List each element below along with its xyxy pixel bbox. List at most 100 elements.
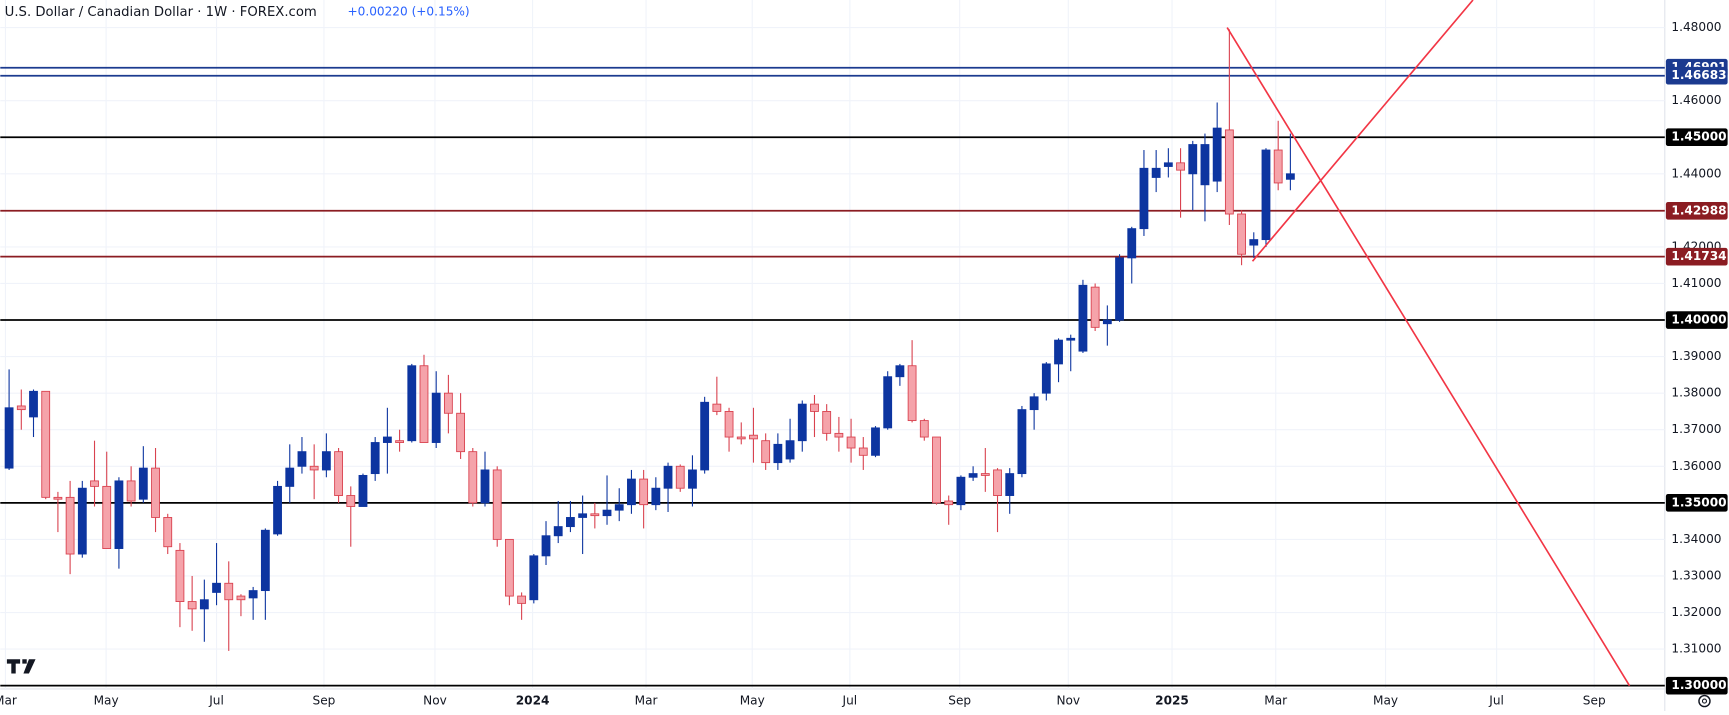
candle-body bbox=[1188, 144, 1198, 175]
candle-body bbox=[1285, 173, 1295, 180]
candle-body bbox=[1261, 149, 1271, 241]
x-tick-label: Sep bbox=[948, 694, 971, 708]
x-tick-label: 2024 bbox=[516, 694, 550, 708]
candle-body bbox=[382, 436, 392, 443]
candle-body bbox=[858, 447, 868, 456]
candle-body bbox=[1163, 162, 1173, 167]
y-tick-label: 1.41000 bbox=[1671, 276, 1721, 290]
level-label-box bbox=[1665, 201, 1728, 220]
candle-body bbox=[297, 451, 307, 467]
candle-body bbox=[688, 469, 697, 489]
candle-body bbox=[639, 478, 649, 506]
candle-body bbox=[1212, 127, 1222, 182]
y-tick-label: 1.32000 bbox=[1671, 605, 1721, 619]
level-label: 1.41734 bbox=[1671, 249, 1726, 263]
candle-body bbox=[199, 599, 209, 610]
candle-body bbox=[553, 526, 563, 537]
candle-body bbox=[541, 535, 551, 557]
y-tick-label: 1.36000 bbox=[1671, 459, 1721, 473]
candle-body bbox=[883, 376, 893, 429]
trendlines bbox=[1226, 0, 1631, 687]
y-tick-label: 1.37000 bbox=[1671, 422, 1721, 436]
candle-body bbox=[163, 517, 173, 548]
candle-body bbox=[1237, 213, 1246, 255]
y-tick-label: 1.48000 bbox=[1671, 20, 1721, 34]
chart-title: U.S. Dollar / Canadian Dollar · 1W · FOR… bbox=[5, 5, 317, 20]
x-tick-label: Sep bbox=[313, 694, 336, 708]
candle-body bbox=[980, 473, 990, 476]
candle-body bbox=[4, 407, 14, 469]
candle-body bbox=[529, 555, 539, 601]
candle-body bbox=[407, 365, 417, 442]
level-label-box bbox=[1665, 247, 1728, 266]
candle-body bbox=[236, 595, 246, 601]
y-tick-label: 1.44000 bbox=[1671, 166, 1721, 180]
candle-body bbox=[1127, 228, 1137, 259]
levels: 1.469011.466831.450001.429881.417341.400… bbox=[0, 58, 1728, 695]
candle-body bbox=[175, 549, 185, 602]
candle-body bbox=[810, 403, 819, 412]
candle-body bbox=[309, 465, 319, 471]
level-label-box bbox=[1665, 311, 1728, 329]
candle-body bbox=[212, 582, 221, 593]
candle-body bbox=[834, 432, 844, 438]
candle-body bbox=[700, 401, 710, 471]
candle-body bbox=[16, 405, 26, 411]
candle-body bbox=[285, 467, 295, 487]
candle-body bbox=[504, 538, 514, 597]
candle-body bbox=[90, 480, 99, 487]
candle-body bbox=[675, 465, 685, 489]
x-tick-label: May bbox=[1373, 694, 1398, 708]
level-label: 1.42988 bbox=[1671, 203, 1726, 217]
candle-body bbox=[248, 590, 258, 599]
candle-body bbox=[138, 467, 148, 500]
x-tick-label: Jul bbox=[208, 694, 224, 708]
candle-body bbox=[1102, 319, 1112, 325]
level-label-box bbox=[1665, 676, 1728, 695]
candle-body bbox=[456, 412, 466, 453]
candle-body bbox=[1273, 149, 1283, 184]
candle-body bbox=[41, 390, 51, 498]
candle-body bbox=[419, 365, 429, 443]
logo[interactable] bbox=[6, 659, 36, 674]
level-label-box bbox=[1665, 494, 1728, 512]
candle-body bbox=[895, 365, 905, 378]
candle-body bbox=[1041, 363, 1051, 394]
candle-body bbox=[1176, 162, 1185, 171]
candle-body bbox=[785, 440, 795, 460]
candle-body bbox=[126, 480, 136, 502]
y-tick-label: 1.39000 bbox=[1671, 349, 1721, 363]
trendline[interactable] bbox=[1251, 0, 1474, 262]
candle-body bbox=[151, 467, 160, 518]
candle-body bbox=[627, 478, 636, 506]
trendline[interactable] bbox=[1226, 27, 1631, 687]
candle-body bbox=[395, 440, 404, 443]
level-label-box bbox=[1665, 128, 1728, 147]
candle-body bbox=[651, 487, 661, 506]
candle-body bbox=[1078, 284, 1088, 352]
candle-body bbox=[358, 474, 368, 507]
settings-icon[interactable] bbox=[1698, 694, 1711, 708]
level-label: 1.30000 bbox=[1671, 678, 1726, 692]
level-label: 1.45000 bbox=[1671, 130, 1726, 144]
x-tick-label: Nov bbox=[1056, 694, 1080, 708]
candle-body bbox=[1066, 337, 1076, 341]
candle-body bbox=[102, 485, 112, 549]
candle-body bbox=[65, 496, 75, 555]
x-tick-label: May bbox=[94, 694, 119, 708]
candle-body bbox=[273, 485, 282, 535]
candle-body bbox=[53, 496, 63, 500]
candle-body bbox=[822, 411, 832, 434]
y-tick-label: 1.33000 bbox=[1671, 568, 1721, 582]
candle-body bbox=[736, 436, 746, 440]
candle-body bbox=[956, 476, 966, 506]
candle-body bbox=[590, 513, 600, 517]
candle-body bbox=[370, 442, 380, 475]
level-label: 1.40000 bbox=[1671, 313, 1726, 327]
candle-body bbox=[871, 427, 880, 456]
x-tick-label: Mar bbox=[1264, 694, 1287, 708]
candle-body bbox=[919, 420, 929, 438]
candle-body bbox=[1151, 167, 1161, 178]
